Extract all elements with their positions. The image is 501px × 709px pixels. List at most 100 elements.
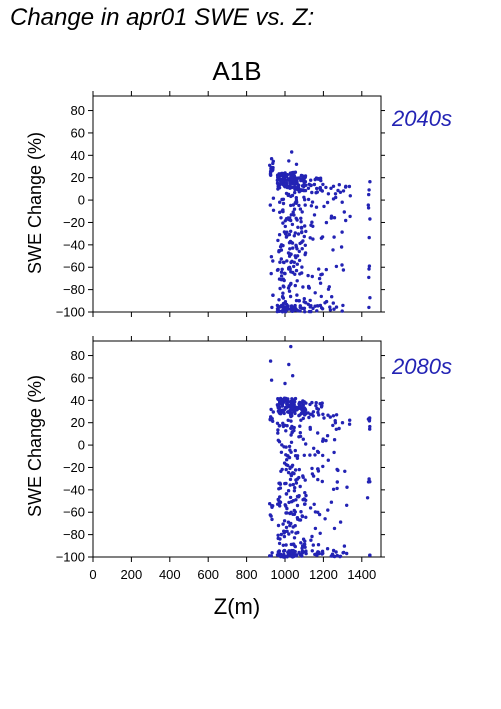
data-point-top bbox=[303, 203, 307, 207]
data-point-top bbox=[277, 250, 281, 254]
data-point-top bbox=[312, 182, 317, 187]
data-point-bottom bbox=[293, 486, 297, 490]
data-point-bottom bbox=[301, 474, 305, 478]
data-point-bottom bbox=[312, 446, 316, 450]
data-point-bottom bbox=[338, 520, 343, 524]
data-point-top bbox=[300, 230, 304, 234]
data-point-bottom bbox=[297, 467, 301, 472]
data-point-bottom bbox=[326, 508, 330, 512]
data-point-top bbox=[281, 172, 286, 177]
data-point-top bbox=[342, 210, 346, 214]
data-point-top bbox=[326, 192, 331, 196]
data-point-bottom bbox=[268, 418, 273, 422]
data-point-bottom bbox=[301, 416, 305, 421]
y-tick-label-bottom: 60 bbox=[71, 370, 85, 385]
data-point-top bbox=[367, 188, 371, 192]
data-point-bottom bbox=[298, 518, 303, 522]
y-tick-label-bottom: 0 bbox=[78, 438, 85, 453]
data-point-top bbox=[332, 216, 337, 220]
data-point-top bbox=[269, 255, 274, 259]
data-point-bottom bbox=[368, 553, 372, 557]
data-point-bottom bbox=[300, 514, 304, 518]
data-point-bottom bbox=[332, 526, 337, 531]
data-point-top bbox=[300, 271, 304, 275]
data-point-bottom bbox=[289, 426, 294, 430]
data-point-top bbox=[337, 183, 341, 187]
data-point-top bbox=[278, 177, 282, 182]
data-point-bottom bbox=[303, 411, 307, 416]
data-point-bottom bbox=[332, 450, 336, 455]
data-point-top bbox=[269, 271, 273, 276]
data-point-bottom bbox=[290, 430, 294, 434]
data-point-bottom bbox=[290, 465, 294, 469]
data-point-bottom bbox=[303, 542, 307, 546]
data-point-top bbox=[288, 247, 292, 251]
x-tick-label: 800 bbox=[236, 567, 258, 582]
data-point-top bbox=[268, 172, 273, 177]
data-point-top bbox=[271, 159, 275, 163]
data-point-bottom bbox=[279, 532, 283, 537]
data-point-top bbox=[294, 298, 299, 303]
data-point-bottom bbox=[276, 428, 280, 432]
data-point-top bbox=[340, 230, 344, 234]
data-point-top bbox=[299, 226, 304, 230]
data-point-top bbox=[280, 310, 285, 314]
data-point-top bbox=[303, 251, 308, 255]
data-point-bottom bbox=[298, 552, 302, 557]
data-point-bottom bbox=[294, 554, 298, 558]
data-point-bottom bbox=[277, 406, 281, 411]
data-point-top bbox=[339, 245, 344, 249]
plot-frame-top bbox=[92, 95, 382, 313]
data-point-top bbox=[293, 170, 298, 174]
data-point-top bbox=[306, 273, 310, 278]
data-point-bottom bbox=[322, 416, 326, 420]
data-point-top bbox=[292, 213, 296, 217]
data-point-top bbox=[310, 190, 314, 195]
data-point-bottom bbox=[303, 545, 307, 549]
data-point-bottom bbox=[320, 401, 324, 405]
data-point-top bbox=[348, 214, 352, 219]
data-point-bottom bbox=[308, 506, 313, 510]
data-point-bottom bbox=[286, 418, 290, 422]
data-point-bottom bbox=[316, 410, 320, 415]
data-point-bottom bbox=[321, 464, 325, 469]
x-tick-label: 200 bbox=[121, 567, 143, 582]
data-point-bottom bbox=[338, 554, 342, 559]
data-point-bottom bbox=[288, 448, 292, 452]
data-point-top bbox=[332, 235, 336, 239]
data-point-bottom bbox=[284, 511, 288, 515]
data-point-bottom bbox=[328, 415, 332, 419]
data-point-top bbox=[281, 221, 285, 225]
data-point-bottom bbox=[293, 400, 297, 404]
data-point-bottom bbox=[310, 549, 314, 553]
data-point-bottom bbox=[316, 550, 320, 554]
data-point-bottom bbox=[301, 498, 305, 502]
data-point-bottom bbox=[289, 521, 293, 526]
y-tick-label-top: 80 bbox=[71, 103, 85, 118]
data-point-top bbox=[285, 185, 289, 190]
data-point-top bbox=[271, 259, 275, 263]
data-point-bottom bbox=[307, 415, 311, 420]
data-point-bottom bbox=[298, 424, 302, 428]
data-point-top bbox=[289, 213, 293, 217]
data-point-top bbox=[317, 276, 322, 281]
data-point-top bbox=[344, 218, 348, 223]
data-point-top bbox=[276, 184, 280, 189]
data-point-top bbox=[329, 216, 333, 220]
data-point-top bbox=[280, 267, 284, 271]
data-point-top bbox=[292, 234, 296, 238]
data-point-bottom bbox=[296, 517, 300, 521]
data-point-bottom bbox=[331, 487, 336, 491]
data-point-top bbox=[278, 200, 282, 204]
data-point-bottom bbox=[306, 411, 310, 415]
data-point-top bbox=[324, 267, 328, 272]
data-point-bottom bbox=[326, 413, 330, 417]
data-point-bottom bbox=[301, 404, 305, 409]
data-point-bottom bbox=[368, 427, 372, 431]
data-point-bottom bbox=[312, 502, 316, 506]
data-point-top bbox=[310, 220, 314, 224]
data-point-top bbox=[285, 259, 289, 263]
data-point-top bbox=[295, 262, 299, 266]
data-point-bottom bbox=[282, 531, 286, 535]
data-point-top bbox=[279, 180, 283, 184]
